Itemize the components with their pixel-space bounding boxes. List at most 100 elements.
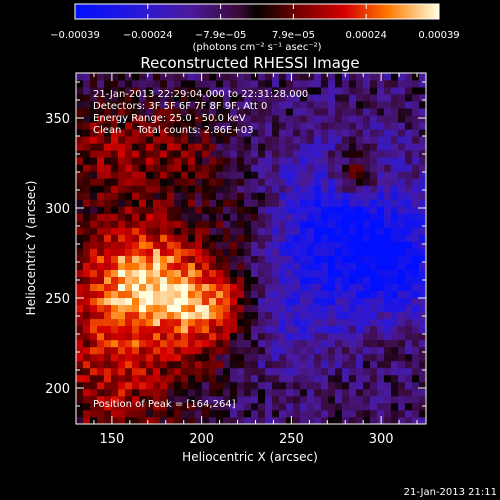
heatmap-cell <box>342 381 350 390</box>
heatmap-cell <box>300 178 308 186</box>
heatmap-cell <box>174 374 182 383</box>
heatmap-cell <box>230 262 238 270</box>
heatmap-cell <box>160 276 168 284</box>
heatmap-cell <box>398 290 406 299</box>
heatmap-cell <box>391 381 399 390</box>
heatmap-cell <box>342 234 350 242</box>
heatmap-cell <box>279 185 287 193</box>
heatmap-cell <box>111 325 119 334</box>
heatmap-cell <box>83 290 91 299</box>
heatmap-cell <box>244 325 252 334</box>
heatmap-cell <box>321 227 329 235</box>
heatmap-cell <box>279 129 287 137</box>
heatmap-cell <box>153 255 161 263</box>
heatmap-cell <box>412 402 420 411</box>
heatmap-cell <box>251 360 259 369</box>
heatmap-cell <box>181 332 189 341</box>
heatmap-cell <box>412 234 420 242</box>
heatmap-cell <box>202 374 210 383</box>
heatmap-cell <box>405 178 413 186</box>
heatmap-cell <box>321 269 329 277</box>
heatmap-cell <box>342 143 350 151</box>
heatmap-cell <box>293 297 301 306</box>
heatmap-cell <box>216 388 224 397</box>
heatmap-cell <box>230 206 238 214</box>
heatmap-cell <box>363 367 371 376</box>
heatmap-cell <box>279 150 287 158</box>
heatmap-cell <box>370 171 378 179</box>
heatmap-cell <box>146 248 154 256</box>
heatmap-cell <box>132 199 140 207</box>
heatmap-cell <box>160 262 168 270</box>
heatmap-cell <box>384 262 392 270</box>
heatmap-cell <box>321 122 329 130</box>
heatmap-cell <box>125 73 133 81</box>
heatmap-cell <box>363 129 371 137</box>
heatmap-cell <box>356 374 364 383</box>
heatmap-cell <box>174 332 182 341</box>
heatmap-cell <box>104 157 112 165</box>
heatmap-cell <box>111 87 119 95</box>
heatmap-cell <box>370 381 378 390</box>
heatmap-cell <box>258 115 266 123</box>
heatmap-cell <box>76 346 84 355</box>
heatmap-cell <box>279 115 287 123</box>
heatmap-cell <box>111 332 119 341</box>
heatmap-cell <box>76 108 84 116</box>
heatmap-cell <box>139 199 147 207</box>
heatmap-cell <box>419 311 427 320</box>
heatmap-cell <box>167 185 175 193</box>
heatmap-cell <box>335 206 343 214</box>
heatmap-cell <box>188 367 196 376</box>
heatmap-cell <box>118 332 126 341</box>
heatmap-cell <box>90 94 98 102</box>
heatmap-cell <box>132 283 140 292</box>
heatmap-cell <box>314 318 322 327</box>
heatmap-cell <box>251 304 259 313</box>
annotation-time-range: 21-Jan-2013 22:29:04.000 to 22:31:28.000 <box>93 89 308 100</box>
heatmap-cell <box>391 73 399 81</box>
heatmap-cell <box>384 346 392 355</box>
heatmap-cell <box>356 402 364 411</box>
heatmap-cell <box>307 136 315 144</box>
heatmap-cell <box>300 402 308 411</box>
heatmap-cell <box>265 388 273 397</box>
heatmap-cell <box>356 206 364 214</box>
heatmap-cell <box>202 276 210 284</box>
heatmap-cell <box>188 171 196 179</box>
heatmap-cell <box>321 367 329 376</box>
heatmap-cell <box>209 311 217 320</box>
heatmap-cell <box>272 213 280 221</box>
heatmap-cell <box>314 360 322 369</box>
heatmap-cell <box>258 367 266 376</box>
heatmap-cell <box>258 136 266 144</box>
heatmap-cell <box>286 80 294 88</box>
heatmap-cell <box>97 367 105 376</box>
heatmap-cell <box>167 416 175 425</box>
heatmap-cell <box>328 101 336 109</box>
heatmap-cell <box>195 164 203 172</box>
heatmap-cell <box>83 192 91 200</box>
heatmap-cell <box>230 297 238 306</box>
heatmap-cell <box>328 367 336 376</box>
heatmap-cell <box>174 143 182 151</box>
heatmap-cell <box>139 115 147 123</box>
heatmap-cell <box>265 332 273 341</box>
heatmap-cell <box>356 87 364 95</box>
heatmap-cell <box>188 311 196 320</box>
heatmap-cell <box>237 73 245 81</box>
heatmap-cell <box>286 276 294 284</box>
heatmap-cell <box>153 206 161 214</box>
heatmap-cell <box>258 206 266 214</box>
heatmap-cell <box>174 290 182 299</box>
heatmap-cell <box>139 304 147 313</box>
heatmap-cell <box>370 87 378 95</box>
heatmap-cell <box>125 150 133 158</box>
heatmap-cell <box>90 276 98 284</box>
heatmap-cell <box>321 276 329 284</box>
heatmap-cell <box>300 325 308 334</box>
heatmap-cell <box>300 171 308 179</box>
heatmap-cell <box>97 80 105 88</box>
heatmap-cell <box>384 381 392 390</box>
heatmap-cell <box>384 115 392 123</box>
